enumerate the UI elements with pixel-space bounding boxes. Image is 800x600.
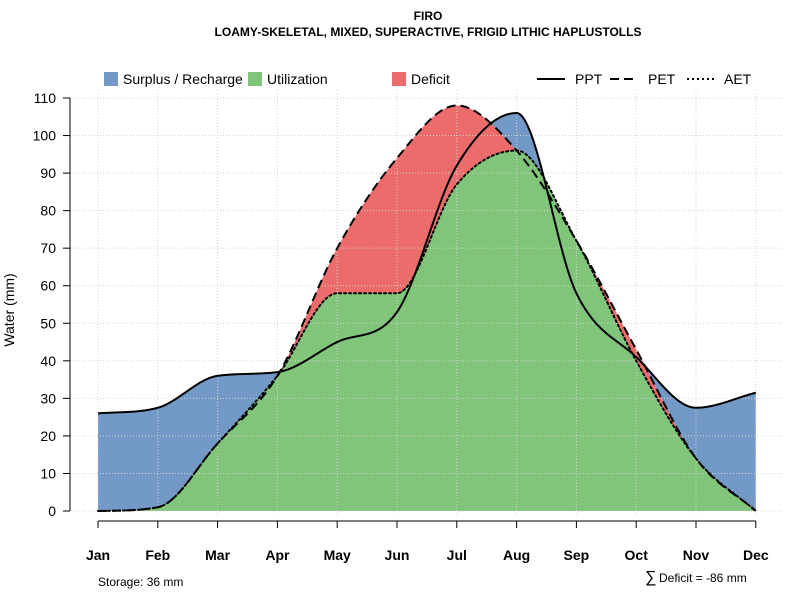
y-tick-label: 60 (40, 278, 56, 294)
sum-symbol: ∑ (645, 569, 656, 586)
y-tick-label: 110 (34, 90, 57, 106)
legend-swatch-utilization (248, 72, 262, 86)
x-tick-label-sep: Sep (564, 547, 590, 563)
x-tick-label-oct: Oct (625, 547, 649, 563)
utilization-area (98, 150, 756, 511)
x-tick-label-may: May (324, 547, 351, 563)
legend-label-pet: PET (648, 71, 676, 87)
legend: Surplus / Recharge Utilization Deficit PPT P… (104, 71, 752, 87)
legend-swatch-surplus-recharge (104, 72, 118, 86)
y-tick-label: 70 (40, 240, 56, 256)
x-tick-label-jan: Jan (86, 547, 110, 563)
x-tick-label-aug: Aug (503, 547, 530, 563)
legend-label-aet: AET (724, 71, 752, 87)
x-tick-label-nov: Nov (683, 547, 710, 563)
deficit-note: Deficit = -86 mm (659, 571, 747, 585)
series-line-ppt (97, 112, 757, 415)
legend-swatch-deficit (392, 72, 406, 86)
y-tick-label: 40 (40, 353, 56, 369)
y-tick-label: 100 (33, 128, 57, 144)
chart-title: FIRO (414, 9, 443, 23)
legend-label-surplus-recharge: Surplus / Recharge (123, 71, 243, 87)
y-tick-label: 80 (40, 203, 56, 219)
chart-subtitle: LOAMY-SKELETAL, MIXED, SUPERACTIVE, FRIG… (215, 25, 642, 39)
legend-label-deficit: Deficit (411, 71, 450, 87)
x-tick-label-jul: Jul (447, 547, 467, 563)
x-tick-label-feb: Feb (145, 547, 170, 563)
area-fills (98, 105, 756, 512)
y-tick-label: 50 (40, 315, 56, 331)
x-tick-label-mar: Mar (205, 547, 230, 563)
axes: 0 10 20 30 40 50 60 70 80 90 100 110 Jan Feb Mar Apr May… (33, 90, 769, 563)
legend-label-utilization: Utilization (267, 71, 328, 87)
y-tick-label: 10 (40, 465, 56, 481)
x-tick-label-apr: Apr (265, 547, 290, 563)
series-line-aet (97, 149, 757, 512)
y-tick-label: 30 (40, 390, 56, 406)
storage-note: Storage: 36 mm (98, 575, 183, 589)
legend-label-ppt: PPT (575, 71, 603, 87)
y-tick-label: 90 (40, 165, 56, 181)
x-tick-label-jun: Jun (385, 547, 410, 563)
series-lines (97, 104, 757, 512)
x-tick-label-dec: Dec (743, 547, 769, 563)
y-axis-label: Water (mm) (1, 273, 17, 346)
y-tick-label: 20 (40, 428, 56, 444)
y-tick-label: 0 (48, 503, 56, 519)
